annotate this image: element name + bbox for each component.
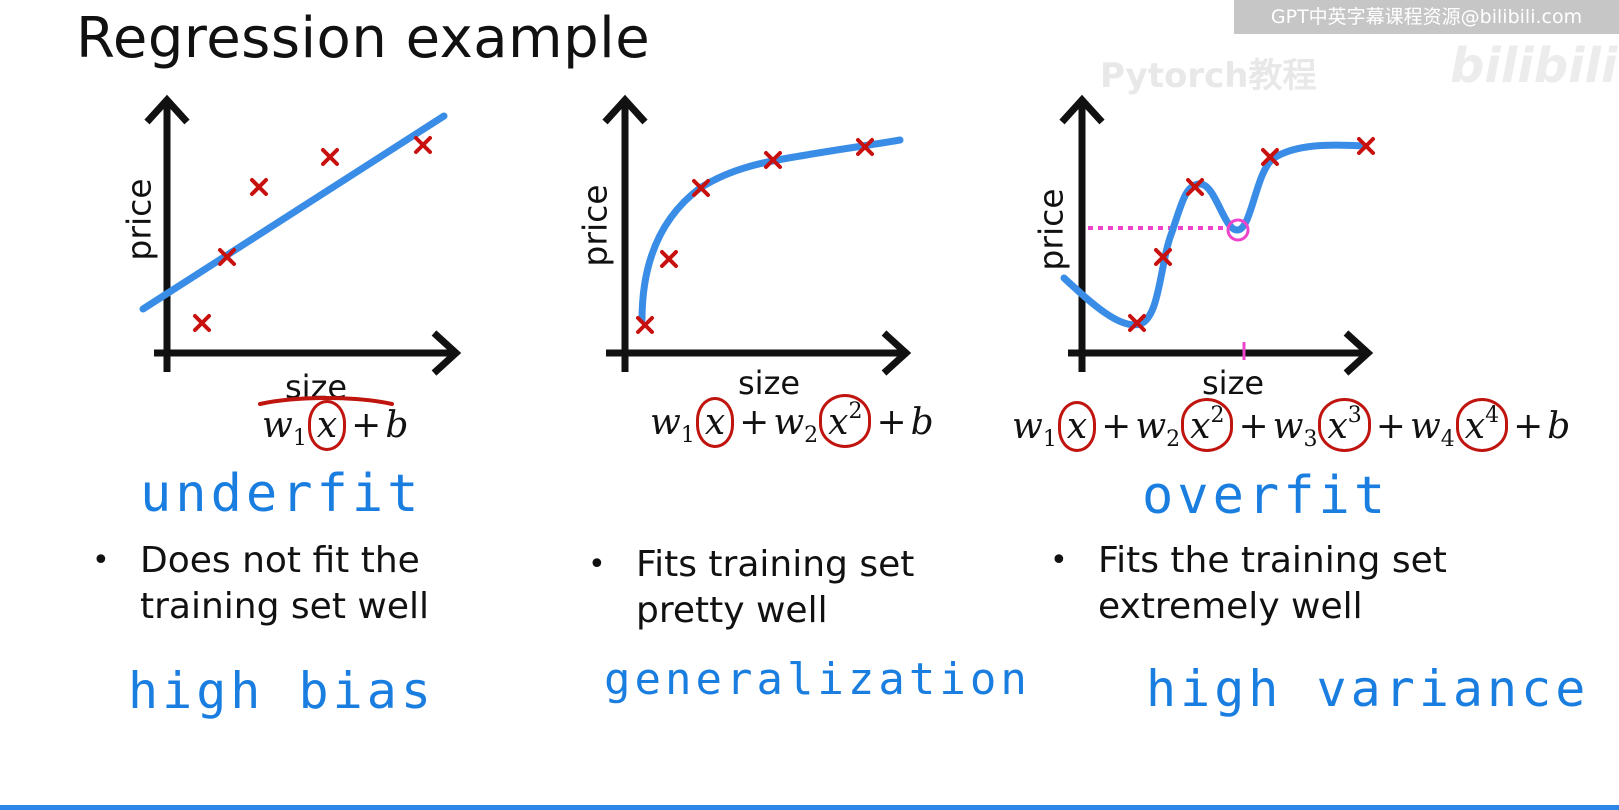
data-point <box>1261 148 1279 166</box>
circled-term: x2 <box>1181 398 1234 452</box>
circled-term: x3 <box>1318 398 1371 452</box>
data-point <box>1186 178 1204 196</box>
data-point <box>660 250 678 268</box>
watermark-channel: Pytorch教程 <box>1100 56 1317 96</box>
data-point <box>764 151 782 169</box>
generalization-graph <box>602 94 912 376</box>
strike-underline <box>258 396 394 406</box>
bullet-line-1: Fits training set <box>636 544 915 585</box>
bullet-line-2: training set well <box>140 586 429 627</box>
bullet-dot: • <box>588 547 606 582</box>
high-bias-label: high bias <box>128 662 435 720</box>
highlight-point <box>1226 218 1250 242</box>
slide-title: Regression example <box>76 6 651 71</box>
overfit-graph <box>1059 94 1375 376</box>
circled-term: x <box>695 397 735 448</box>
y-axis-arrowhead <box>1059 94 1105 125</box>
data-point <box>414 136 432 154</box>
data-point <box>1357 137 1375 155</box>
x-axis-label: size <box>1202 364 1265 402</box>
y-axis-label: price <box>1031 188 1071 271</box>
watermark-bar: GPT中英字幕课程资源@bilibili.com <box>1234 0 1619 34</box>
underfit-graph <box>139 94 462 376</box>
bullet-overfit: • Fits the training set extremely well <box>1050 538 1447 630</box>
x-axis-arrowhead <box>1343 330 1374 376</box>
circled-term: x <box>1057 401 1097 452</box>
circled-term: x2 <box>819 394 872 448</box>
bullet-line-2: extremely well <box>1098 586 1363 627</box>
data-point <box>636 316 654 334</box>
bullet-generalization: • Fits training set pretty well <box>588 542 915 634</box>
fit-curve <box>638 136 904 324</box>
data-point <box>1128 314 1146 332</box>
bullet-line-2: pretty well <box>636 590 828 631</box>
generalization-label: generalization <box>604 654 1031 705</box>
formula-quartic: w1 x + w2 x2 + w3 x3 + w4 x4 + b <box>1012 398 1570 452</box>
data-point <box>218 248 236 266</box>
formula-quadratic: w1 x + w2 x2 + b <box>650 394 934 448</box>
bullet-underfit: • Does not fit the training set well <box>92 538 429 630</box>
y-axis-arrowhead <box>144 94 190 125</box>
data-points <box>1128 137 1375 332</box>
data-point <box>193 314 211 332</box>
bullet-dot: • <box>1050 543 1068 578</box>
data-points <box>636 138 874 334</box>
fit-curve <box>1060 141 1368 329</box>
y-axis-arrowhead <box>602 94 648 125</box>
data-point <box>692 179 710 197</box>
circled-term: x4 <box>1455 398 1509 452</box>
fit-line <box>139 112 448 313</box>
data-points <box>193 136 432 332</box>
data-point <box>250 178 268 196</box>
bilibili-logo: bilibili <box>1450 38 1618 94</box>
x-axis-arrowhead <box>881 330 912 376</box>
x-axis-label: size <box>738 364 801 402</box>
circled-term: x <box>307 400 347 451</box>
bullet-line-1: Does not fit the <box>140 540 420 581</box>
data-point <box>1154 248 1172 266</box>
data-point <box>321 148 339 166</box>
underfit-label: underfit <box>140 464 423 524</box>
y-axis-label: price <box>119 178 159 261</box>
overfit-label: overfit <box>1142 466 1390 526</box>
x-axis-arrowhead <box>431 330 462 376</box>
bullet-line-1: Fits the training set <box>1098 540 1447 581</box>
bullet-dot: • <box>92 543 110 578</box>
high-variance-label: high variance <box>1146 660 1590 718</box>
bottom-border <box>0 805 1619 810</box>
formula-linear: w1 x + b <box>262 400 408 451</box>
y-axis-label: price <box>575 184 615 267</box>
data-point <box>856 138 874 156</box>
